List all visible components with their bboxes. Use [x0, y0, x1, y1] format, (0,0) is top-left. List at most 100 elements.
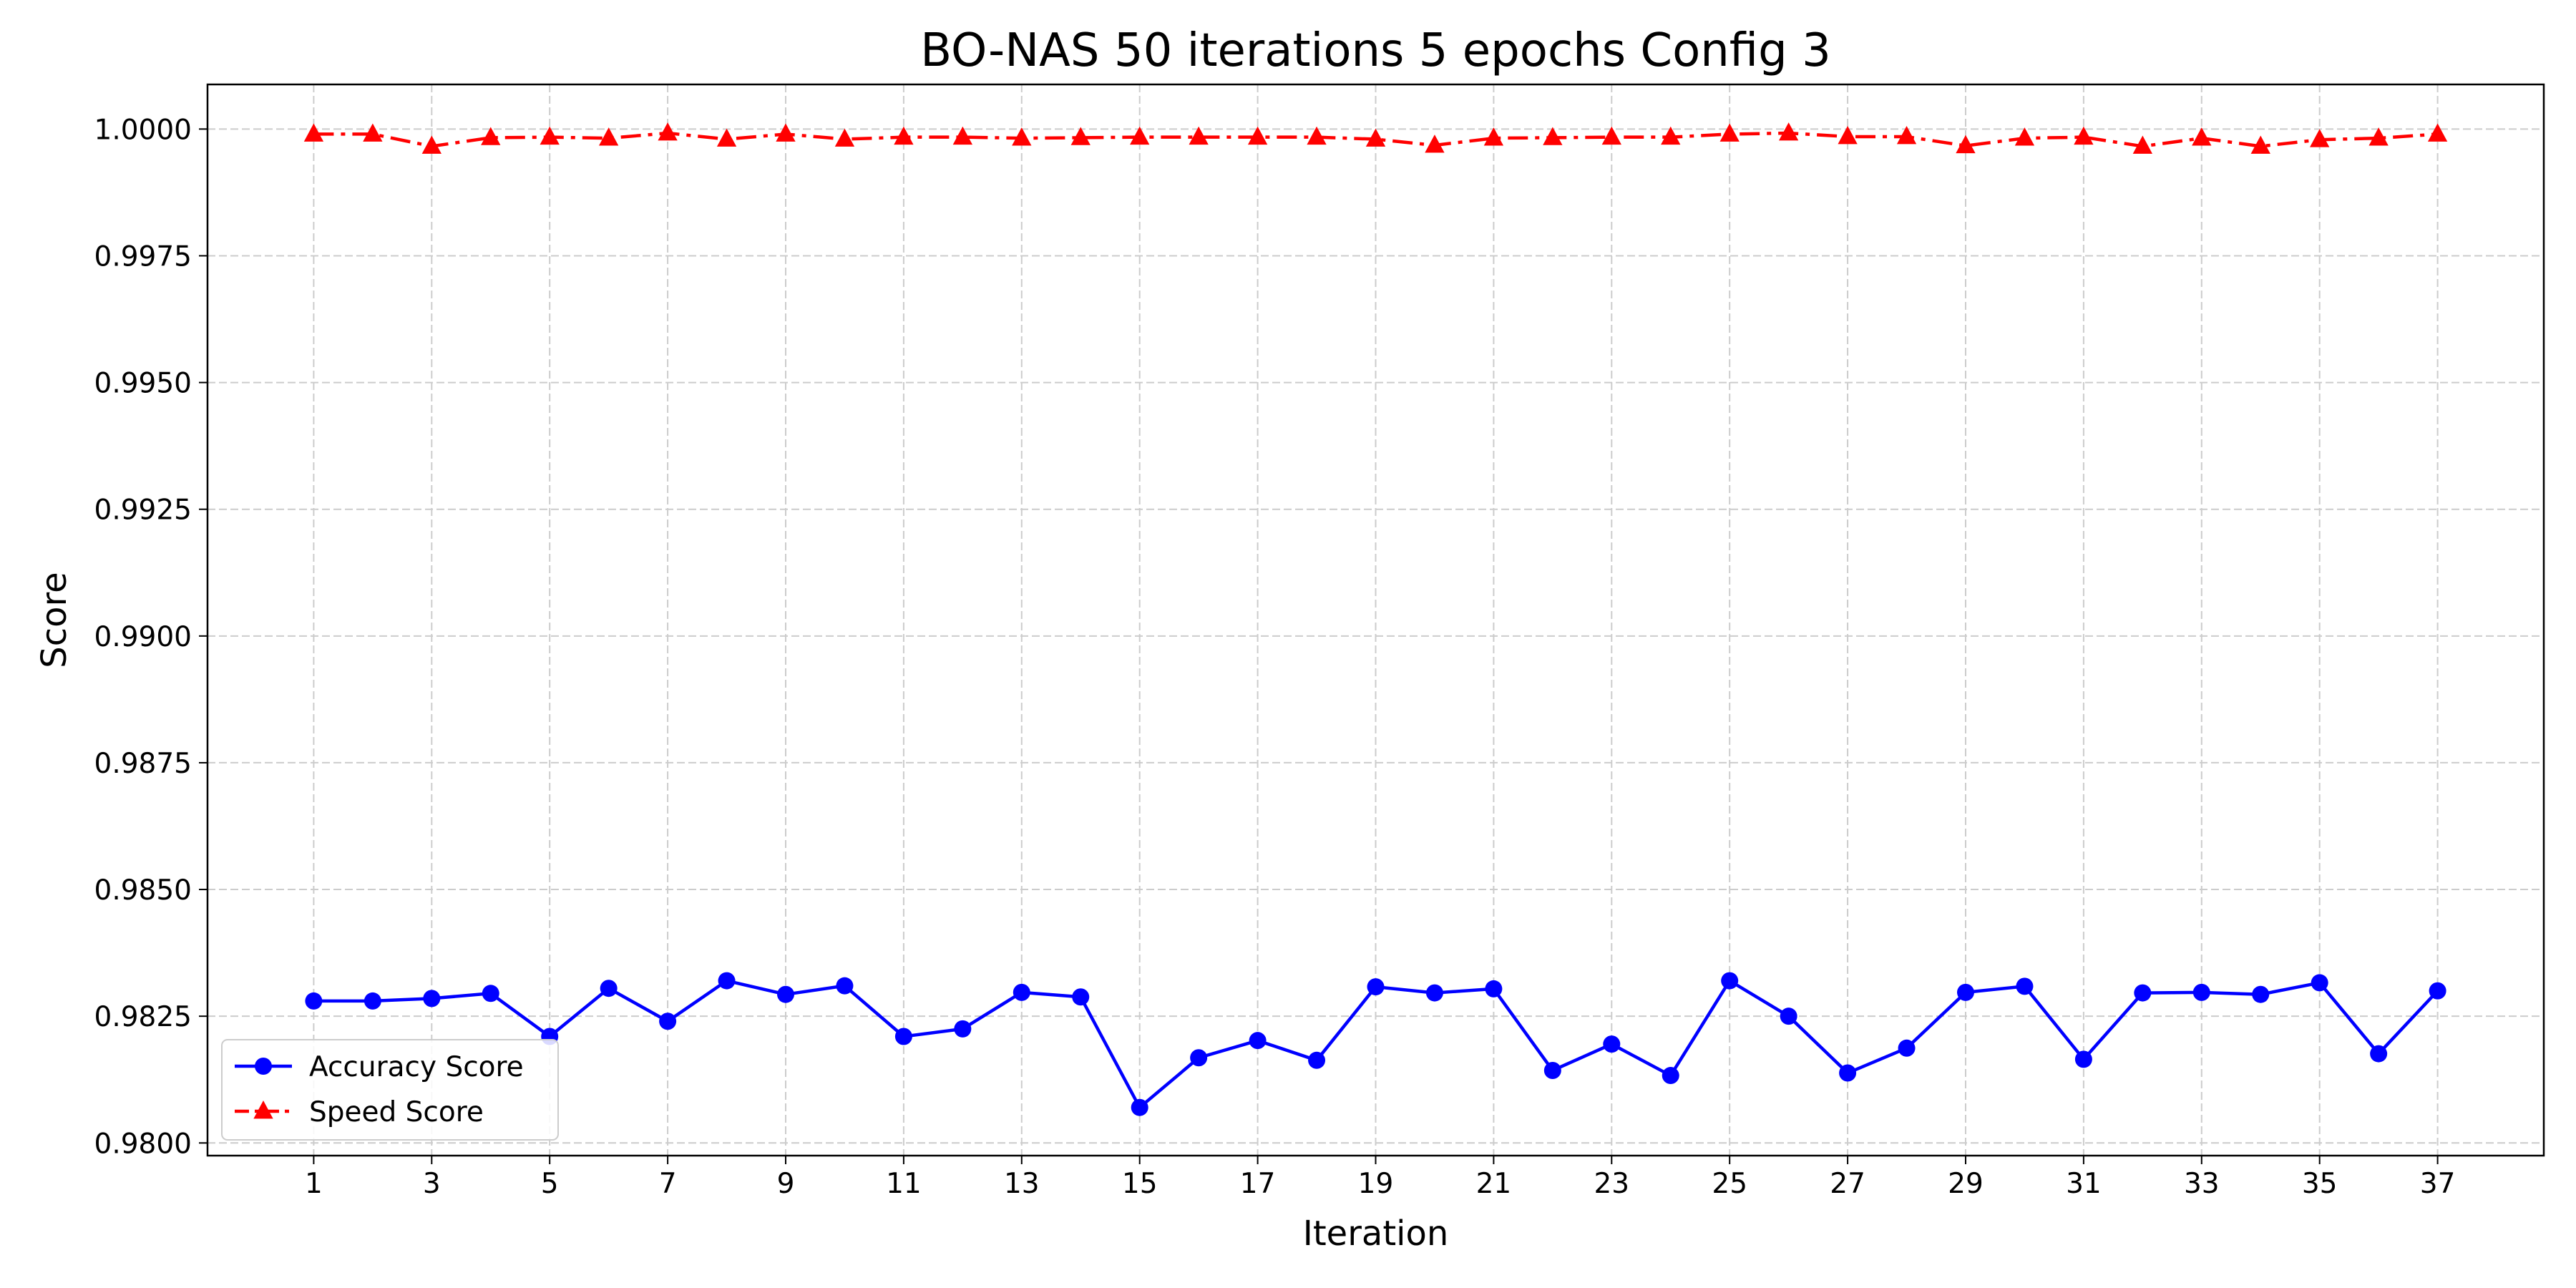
data-point [2368, 127, 2389, 146]
data-point [1247, 126, 1268, 145]
data-point [2014, 127, 2035, 146]
series-group [303, 122, 2448, 1116]
legend-item-accuracy: Accuracy Score [235, 1051, 524, 1083]
x-axis: 1 3 5 7 9 11 13 15 17 19 21 23 25 27 29 31 33 35 37 [305, 1156, 2455, 1200]
data-point [1249, 1032, 1267, 1050]
x-tick-label: 3 [423, 1168, 441, 1200]
data-point [2310, 129, 2330, 147]
data-point [1070, 127, 1091, 145]
data-point [2074, 126, 2094, 145]
y-tick-label: 0.9800 [94, 1128, 192, 1160]
data-point [836, 977, 854, 995]
x-tick-label: 13 [1004, 1168, 1040, 1200]
data-point [1130, 126, 1150, 145]
legend-label: Accuracy Score [309, 1051, 524, 1083]
data-point [1425, 984, 1443, 1002]
data-point [2311, 974, 2328, 992]
y-tick-label: 0.9825 [94, 1001, 192, 1033]
data-point [1778, 122, 1799, 141]
y-tick-label: 1.0000 [94, 114, 192, 146]
y-tick-label: 0.9950 [94, 368, 192, 400]
data-point [1719, 123, 1740, 142]
data-point [952, 126, 973, 145]
x-tick-label: 15 [1122, 1168, 1158, 1200]
data-point [599, 127, 619, 146]
data-point [1839, 1064, 1857, 1082]
data-point [1425, 135, 1445, 153]
x-tick-label: 25 [1712, 1168, 1747, 1200]
data-point [2192, 127, 2212, 146]
y-tick-label: 0.9900 [94, 621, 192, 653]
data-point [954, 1020, 972, 1038]
data-point [2370, 1045, 2388, 1063]
x-tick-label: 7 [659, 1168, 677, 1200]
data-point [2429, 982, 2446, 1000]
data-point [1485, 980, 1503, 997]
x-tick-label: 9 [777, 1168, 795, 1200]
y-axis-label: Score [34, 572, 74, 668]
data-point [1661, 126, 1681, 145]
data-point [481, 127, 501, 145]
data-point [2192, 983, 2210, 1001]
data-point [718, 972, 736, 990]
data-point [1956, 983, 1974, 1001]
x-axis-label: Iteration [1303, 1214, 1449, 1254]
data-point [2132, 135, 2152, 154]
data-point [1601, 126, 1621, 145]
data-point [1662, 1067, 1679, 1085]
data-point [1838, 126, 1858, 145]
x-tick-label: 11 [886, 1168, 922, 1200]
data-point [1603, 1035, 1621, 1053]
y-axis: 0.9800 0.9825 0.9850 0.9875 0.9900 0.9925 0.99… [94, 114, 208, 1160]
chart-title: BO-NAS 50 iterations 5 epochs Config 3 [920, 24, 1831, 77]
data-point [1072, 988, 1090, 1006]
data-point [2134, 984, 2152, 1002]
data-point [1365, 128, 1386, 147]
x-tick-label: 35 [2302, 1168, 2338, 1200]
data-point [894, 1028, 912, 1045]
data-point [1543, 1061, 1561, 1079]
data-point [540, 126, 560, 145]
series-line [313, 979, 2439, 1109]
data-point [1898, 1039, 1916, 1057]
x-tick-label: 21 [1476, 1168, 1512, 1200]
data-point [1780, 1008, 1797, 1025]
grid [208, 84, 2544, 1156]
data-point [1013, 983, 1030, 1001]
series-speed [303, 122, 2448, 154]
data-point [423, 990, 441, 1008]
data-point [894, 126, 914, 145]
x-tick-label: 31 [2066, 1168, 2102, 1200]
data-point [1189, 126, 1209, 145]
legend-marker [253, 1101, 273, 1119]
legend-marker [255, 1058, 272, 1075]
legend-box [221, 1039, 559, 1141]
legend-item-speed: Speed Score [235, 1096, 484, 1128]
data-point [2016, 977, 2034, 995]
data-point [1896, 126, 1917, 145]
data-point [1543, 127, 1563, 145]
x-tick-label: 29 [1948, 1168, 1984, 1200]
data-point [1483, 127, 1504, 146]
x-tick-label: 17 [1240, 1168, 1276, 1200]
data-point [2074, 1050, 2092, 1068]
data-point [716, 128, 737, 147]
data-point [1956, 135, 1976, 154]
data-point [364, 992, 381, 1010]
data-point [777, 985, 795, 1003]
data-point [1307, 126, 1327, 145]
data-point [1190, 1049, 1208, 1067]
data-point [482, 985, 499, 1002]
data-point [658, 122, 678, 141]
data-point [1367, 978, 1385, 996]
legend-label: Speed Score [309, 1096, 484, 1128]
x-tick-label: 23 [1594, 1168, 1629, 1200]
data-point [600, 980, 618, 997]
x-tick-label: 33 [2184, 1168, 2220, 1200]
data-point [776, 123, 796, 142]
data-point [363, 123, 383, 142]
data-point [659, 1013, 677, 1030]
data-point [1012, 127, 1032, 146]
data-point [2427, 123, 2448, 142]
